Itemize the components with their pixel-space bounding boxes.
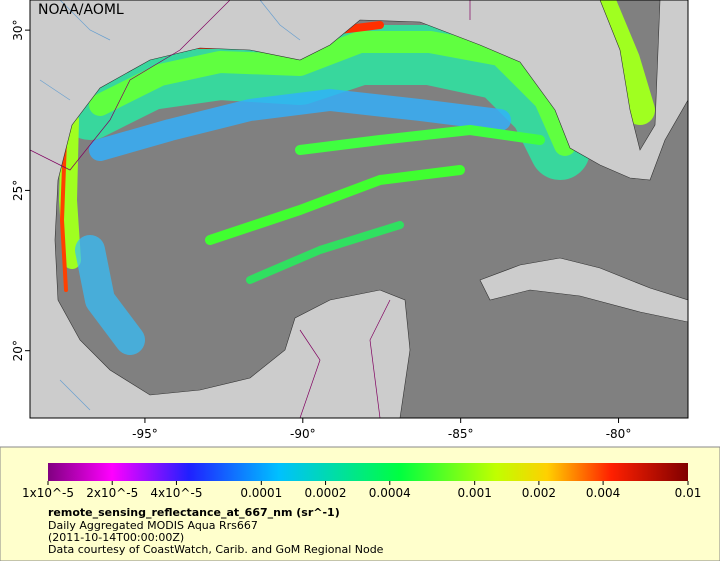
- y-tick-label: 20°: [11, 340, 25, 361]
- colorbar-tick-label: 4x10^-5: [150, 486, 202, 500]
- map: [30, 0, 688, 418]
- x-tick-label: -90°: [290, 427, 316, 441]
- source-label: NOAA/AOML: [38, 2, 124, 18]
- y-tick-label: 25°: [11, 180, 25, 201]
- land: [30, 0, 688, 418]
- legend-title: remote_sensing_reflectance_at_667_nm (sr…: [48, 506, 340, 519]
- colorbar-tick-label: 0.0004: [369, 486, 411, 500]
- legend-line: Data courtesy of CoastWatch, Carib. and …: [48, 543, 384, 556]
- colorbar-tick-label: 0.01: [675, 486, 702, 500]
- x-tick-label: -80°: [606, 427, 632, 441]
- colorbar-tick-label: 0.004: [586, 486, 620, 500]
- colorbar-tick-label: 0.0001: [240, 486, 282, 500]
- legend-line: Daily Aggregated MODIS Aqua Rrs667: [48, 519, 258, 532]
- colorbar-tick-label: 0.001: [457, 486, 491, 500]
- colorbar-tick-label: 0.002: [522, 486, 556, 500]
- colorbar: [48, 463, 688, 481]
- x-tick-label: -85°: [448, 427, 474, 441]
- colorbar-tick-label: 1x10^-5: [22, 486, 74, 500]
- colorbar-tick-label: 2x10^-5: [86, 486, 138, 500]
- x-tick-label: -95°: [132, 427, 158, 441]
- land-cuba: [479, 257, 688, 323]
- colorbar-tick-label: 0.0002: [305, 486, 347, 500]
- map-frame: [29, 0, 689, 419]
- legend-line: (2011-10-14T00:00:00Z): [48, 531, 184, 544]
- y-tick-label: 30°: [11, 19, 25, 40]
- borders: [30, 0, 471, 418]
- rivers: [39, 0, 301, 411]
